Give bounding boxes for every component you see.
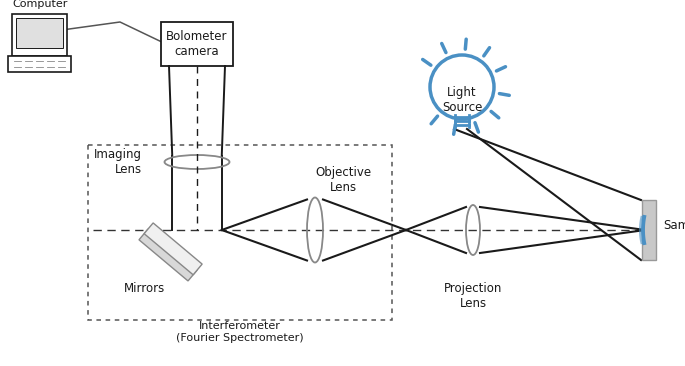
Text: Light
Source: Light Source [442,86,482,114]
Bar [16,18,63,48]
Text: Samples: Samples [663,219,685,232]
Text: Objective
Lens: Objective Lens [315,166,371,194]
Text: Imaging
Lens: Imaging Lens [94,148,142,176]
Bar [88,145,392,320]
Bar [642,200,656,260]
Bar [161,22,233,66]
Text: Interferometer
(Fourier Spectrometer): Interferometer (Fourier Spectrometer) [176,321,304,343]
Text: Projection
Lens: Projection Lens [444,282,502,310]
FancyBboxPatch shape [8,56,71,72]
Text: Bolometer
camera: Bolometer camera [166,30,227,58]
Polygon shape [139,229,197,281]
FancyBboxPatch shape [12,14,67,56]
Text: Mirrors: Mirrors [125,281,166,295]
Text: Computer: Computer [12,0,68,9]
Polygon shape [144,223,202,275]
